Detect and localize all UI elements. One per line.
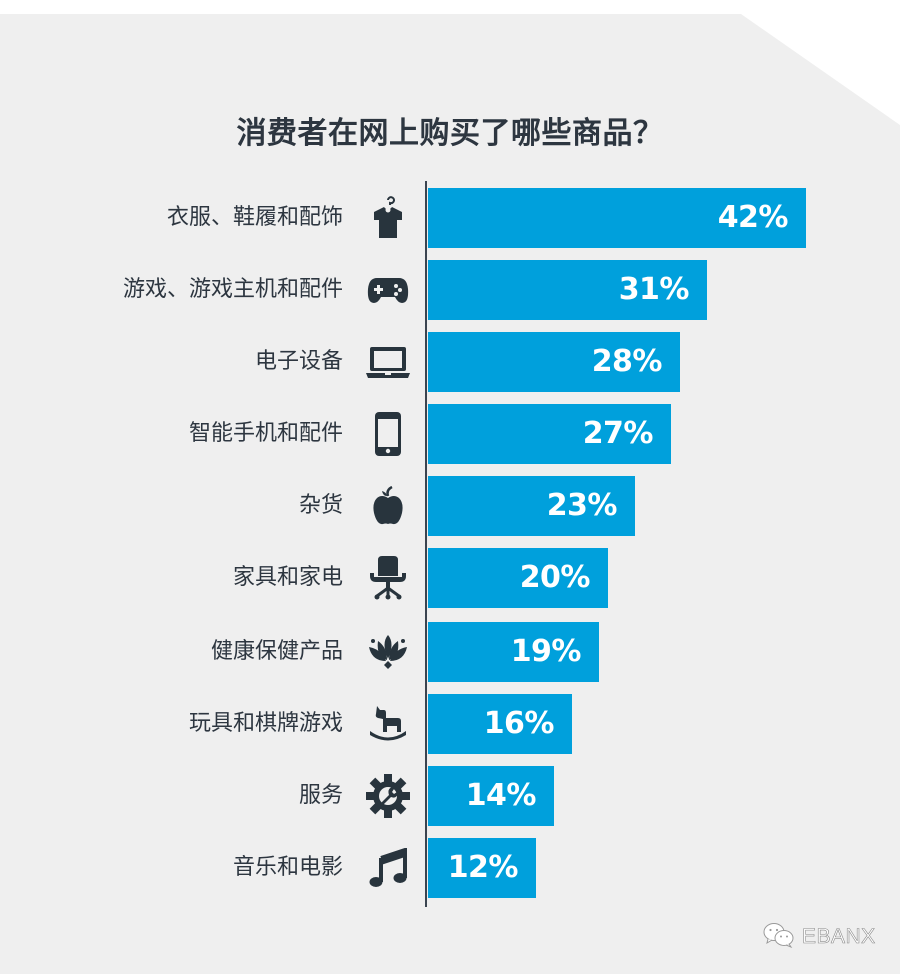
bar-value-label: 19% — [510, 634, 582, 669]
gear-wrench-icon — [366, 774, 410, 818]
category-label: 衣服、鞋履和配饰 — [166, 205, 343, 230]
category-label: 健康保健产品 — [210, 639, 343, 664]
watermark-text: EBANX — [802, 925, 876, 949]
bar-value-label: 23% — [546, 488, 618, 523]
bar-value-label: 28% — [591, 344, 663, 379]
bar: 14% — [428, 766, 554, 826]
category-label: 杂货 — [298, 493, 343, 518]
bar: 23% — [428, 476, 635, 536]
bar: 19% — [428, 622, 599, 682]
bar-row: 服务 14% — [0, 766, 900, 826]
lotus-icon — [366, 632, 410, 672]
bar-row: 电子设备 28% — [0, 332, 900, 392]
category-label: 游戏、游戏主机和配件 — [122, 277, 343, 302]
bar-row: 音乐和电影 12% — [0, 838, 900, 898]
category-label: 电子设备 — [254, 349, 343, 374]
bar-value-label: 27% — [582, 416, 654, 451]
bar-value-label: 16% — [483, 706, 555, 741]
category-label: 音乐和电影 — [232, 855, 343, 880]
bar-value-label: 42% — [717, 200, 789, 235]
bar-row: 健康保健产品 19% — [0, 622, 900, 682]
bar: 16% — [428, 694, 572, 754]
bar: 28% — [428, 332, 680, 392]
category-label: 家具和家电 — [232, 565, 343, 590]
watermark: EBANX — [762, 922, 876, 952]
bar-value-label: 31% — [618, 272, 690, 307]
bar-value-label: 20% — [519, 560, 591, 595]
bar-row: 衣服、鞋履和配饰 42% — [0, 188, 900, 248]
bar: 42% — [428, 188, 806, 248]
bar: 20% — [428, 548, 608, 608]
bar-row: 杂货 23% — [0, 476, 900, 536]
gamepad-icon — [366, 270, 410, 310]
category-label: 服务 — [298, 783, 343, 808]
bar: 12% — [428, 838, 536, 898]
chart-title: 消费者在网上购买了哪些商品？ — [236, 116, 664, 151]
bar-row: 智能手机和配件 27% — [0, 404, 900, 464]
bar-value-label: 12% — [447, 850, 519, 885]
bar-row: 家具和家电 20% — [0, 548, 900, 608]
bar-row: 游戏、游戏主机和配件 31% — [0, 260, 900, 320]
bar: 31% — [428, 260, 707, 320]
category-label: 智能手机和配件 — [188, 421, 343, 446]
clothes-hanger-icon — [366, 196, 410, 238]
laptop-icon — [366, 342, 410, 382]
wechat-icon — [762, 922, 796, 952]
bar-value-label: 14% — [465, 778, 537, 813]
rocking-horse-icon — [366, 704, 410, 744]
apple-icon — [366, 486, 410, 526]
bar: 27% — [428, 404, 671, 464]
music-note-icon — [366, 848, 410, 888]
y-axis-line — [425, 181, 427, 907]
smartphone-icon — [366, 412, 410, 456]
bar-row: 玩具和棋牌游戏 16% — [0, 694, 900, 754]
category-label: 玩具和棋牌游戏 — [188, 711, 343, 736]
office-chair-icon — [366, 556, 410, 600]
